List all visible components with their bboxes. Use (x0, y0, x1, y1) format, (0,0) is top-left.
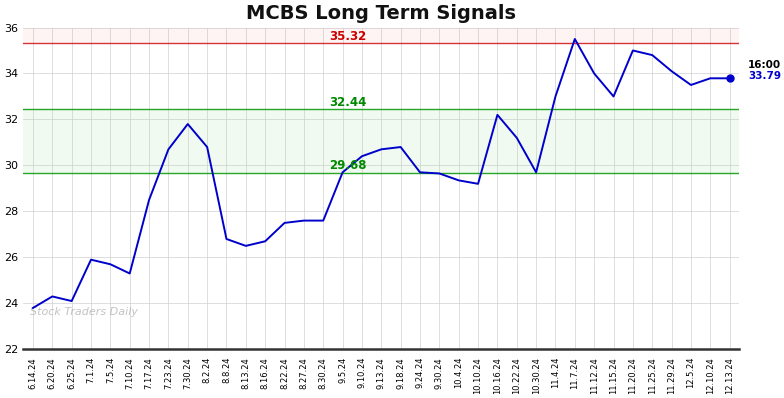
Text: 16:00: 16:00 (748, 60, 781, 70)
Title: MCBS Long Term Signals: MCBS Long Term Signals (246, 4, 517, 23)
Text: 32.44: 32.44 (329, 96, 367, 109)
Bar (24, 26, 739, 43)
Bar (24, 109, 739, 173)
Text: 33.79: 33.79 (748, 71, 781, 81)
Text: 29.68: 29.68 (329, 159, 367, 172)
Text: 35.32: 35.32 (329, 30, 367, 43)
Text: Stock Traders Daily: Stock Traders Daily (31, 307, 139, 317)
